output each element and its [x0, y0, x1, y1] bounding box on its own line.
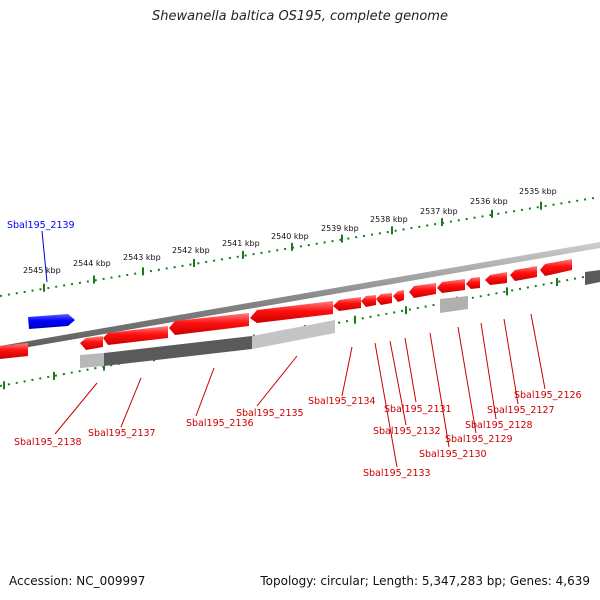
pointer-line [503, 318, 519, 405]
kbp-label: 2540 kbp [271, 232, 309, 241]
kbp-label: 2544 kbp [73, 259, 111, 268]
kbp-labels: 2545 kbp 2544 kbp 2543 kbp 2542 kbp 2541 kbp… [23, 187, 557, 275]
gene-label-sbal195-2126[interactable]: Sbal195_2126 [514, 390, 582, 401]
gene-label-sbal195-2134[interactable]: Sbal195_2134 [308, 396, 376, 407]
gene-segment[interactable] [393, 290, 404, 302]
gene-segment[interactable] [510, 266, 537, 281]
pointer-line [195, 367, 215, 417]
gene-segment[interactable] [376, 293, 392, 305]
pointer-line [530, 313, 546, 390]
gene-segment[interactable] [80, 336, 103, 350]
genome-backbone [0, 242, 600, 352]
genome-title: Shewanella baltica OS195, complete genom… [152, 9, 448, 24]
pointer-line [41, 230, 48, 283]
gene-segment[interactable] [333, 297, 361, 311]
pointer-line [480, 322, 497, 420]
gene-label-sbal195-2130[interactable]: Sbal195_2130 [419, 449, 487, 460]
gene-segment[interactable] [466, 277, 480, 289]
accession-label: Accession: NC_009997 [9, 574, 146, 588]
gene-label-sbal195-2132[interactable]: Sbal195_2132 [373, 426, 441, 437]
kbp-label: 2543 kbp [123, 253, 161, 262]
gene-label-sbal195-2138[interactable]: Sbal195_2138 [14, 437, 82, 448]
gene-label-sbal195-2127[interactable]: Sbal195_2127 [487, 405, 555, 416]
gene-segment[interactable] [409, 283, 436, 298]
kbp-label: 2537 kbp [420, 207, 458, 216]
pointer-line [120, 377, 142, 428]
gene-segment[interactable] [0, 343, 28, 359]
kbp-label: 2542 kbp [172, 246, 210, 255]
outer-scale-ring [0, 196, 600, 297]
gene-segment[interactable] [361, 295, 376, 307]
kbp-label: 2541 kbp [222, 239, 260, 248]
gene-label-sbal195-2131[interactable]: Sbal195_2131 [384, 404, 452, 415]
gene-label-sbal195-2129[interactable]: Sbal195_2129 [445, 434, 513, 445]
gene-label-sbal195-2128[interactable]: Sbal195_2128 [465, 420, 533, 431]
gene-label-sbal195-2137[interactable]: Sbal195_2137 [88, 428, 156, 439]
pointer-line [457, 326, 477, 434]
pointer-line [404, 337, 417, 403]
reverse-genes [0, 259, 572, 359]
gene-segment[interactable] [103, 326, 168, 345]
gene-label-sbal195-2135[interactable]: Sbal195_2135 [236, 408, 304, 419]
pointer-line [341, 346, 353, 397]
kbp-label: 2538 kbp [370, 215, 408, 224]
coverage-bars [80, 270, 600, 368]
kbp-label: 2536 kbp [470, 197, 508, 206]
gene-segment[interactable] [540, 259, 572, 276]
label-pointer-lines [41, 230, 546, 468]
topology-summary: Topology: circular; Length: 5,347,283 bp… [260, 574, 590, 588]
gene-label-sbal195-2136[interactable]: Sbal195_2136 [186, 418, 254, 429]
forward-gene-sbal195-2139[interactable] [28, 314, 75, 329]
kbp-label: 2545 kbp [23, 266, 61, 275]
kbp-label: 2535 kbp [519, 187, 557, 196]
gene-labels: Sbal195_2139 Sbal195_2138 Sbal195_2137 Sbal… [7, 220, 582, 479]
pointer-line [389, 340, 407, 426]
gene-label-sbal195-2139[interactable]: Sbal195_2139 [7, 220, 75, 231]
pointer-line [256, 355, 298, 407]
gene-segment[interactable] [437, 279, 465, 293]
kbp-label: 2539 kbp [321, 224, 359, 233]
pointer-line [429, 332, 450, 448]
gene-segment[interactable] [485, 272, 507, 285]
pointer-line [54, 382, 98, 435]
pointer-line [374, 342, 398, 468]
gene-segment[interactable] [250, 301, 333, 323]
gene-segment[interactable] [169, 313, 249, 335]
gene-label-sbal195-2133[interactable]: Sbal195_2133 [363, 468, 431, 479]
